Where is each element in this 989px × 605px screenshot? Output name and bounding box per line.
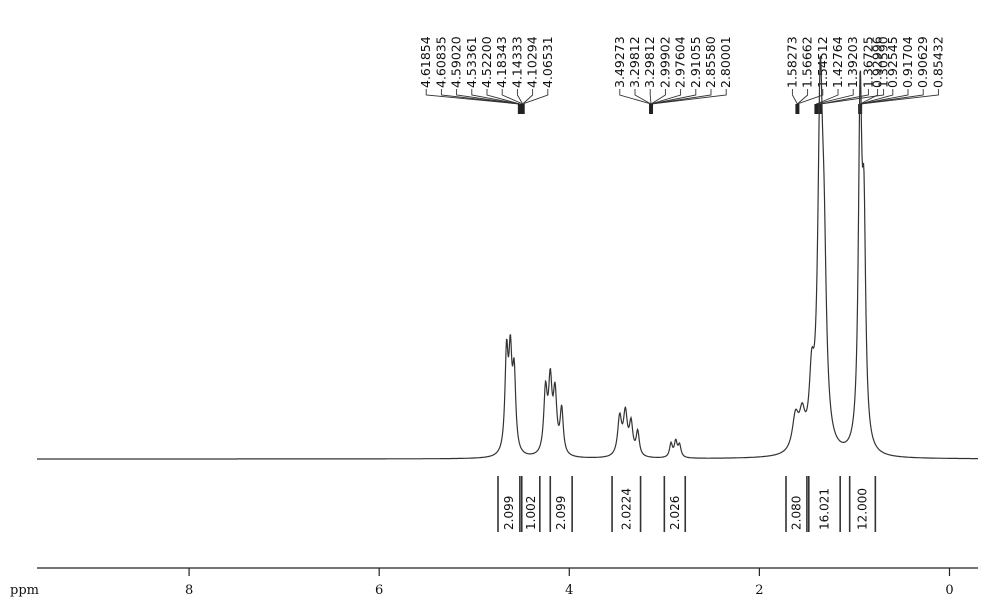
peak-label: 1.54512	[815, 36, 830, 88]
integral-value: 2.026	[668, 496, 682, 530]
peak-label: 1.30590	[876, 36, 891, 88]
peak-label-leaders	[425, 89, 939, 114]
peak-label: 4.52200	[479, 36, 494, 88]
peak-leader-stub	[517, 104, 522, 114]
peak-label: 3.49273	[612, 36, 627, 88]
x-axis-label: ppm	[10, 583, 39, 598]
peak-label: 2.85580	[703, 36, 718, 88]
peak-label: 4.61854	[418, 36, 433, 88]
peak-label: 4.18343	[494, 36, 509, 88]
peak-label: 0.92545	[885, 36, 900, 88]
peak-label: 4.10294	[525, 36, 540, 88]
peak-label: 3.29812	[642, 36, 657, 88]
peak-leader-stub	[814, 104, 819, 114]
peak-label: 2.80001	[718, 36, 733, 88]
peak-leader-stub	[858, 104, 863, 114]
peak-leader-stub	[520, 104, 525, 114]
peak-label: 0.85432	[930, 36, 945, 88]
peak-label: 4.14333	[509, 36, 524, 88]
peak-label: 0.90629	[915, 36, 930, 88]
peak-leader-line	[522, 89, 549, 114]
x-tick-label: 2	[755, 583, 763, 598]
peak-leader-stub	[818, 104, 823, 114]
peak-label: 0.91704	[900, 36, 915, 88]
x-axis-ticks: 8 6 4 2 0	[185, 568, 954, 598]
peak-label: 4.06531	[540, 36, 555, 88]
peak-leader-stub	[649, 104, 654, 114]
x-tick-label: 4	[565, 583, 573, 598]
peak-label: 1.39203	[845, 36, 860, 88]
peak-label: 2.97604	[673, 36, 688, 88]
integral-value: 2.099	[554, 496, 568, 530]
peak-labels: 4.61854 4.60835 4.59020 4.53361 4.52200 4.183…	[418, 36, 945, 88]
peak-label: 1.58273	[784, 36, 799, 88]
peak-label: 2.99902	[657, 36, 672, 88]
integral-value: 12.000	[856, 488, 870, 530]
spectrum-line	[37, 55, 978, 460]
integral-value: 1.002	[524, 496, 538, 530]
x-tick-label: 8	[185, 583, 193, 598]
integral-value: 2.099	[502, 496, 516, 530]
peak-label: 4.53361	[464, 36, 479, 88]
integral-value: 2.080	[789, 496, 803, 530]
peak-label: 1.56662	[800, 36, 815, 88]
x-tick-label: 0	[945, 583, 953, 598]
x-tick-label: 6	[375, 583, 383, 598]
peak-label: 1.42764	[830, 36, 845, 88]
integral-value: 16.021	[817, 488, 831, 530]
peak-label: 4.59020	[449, 36, 464, 88]
integral-value: 2.0224	[619, 488, 633, 530]
peak-label: 0.92996	[870, 36, 885, 88]
peak-leader-stub	[795, 104, 800, 114]
peak-label: 3.29812	[627, 36, 642, 88]
peak-label: 2.91055	[688, 36, 703, 88]
peak-label: 1.36725	[860, 36, 875, 88]
peak-label: 4.60835	[433, 36, 448, 88]
integrals: 2.099 1.002 2.099 2.0224 2.026 2.080 16.021 12.…	[497, 476, 877, 532]
